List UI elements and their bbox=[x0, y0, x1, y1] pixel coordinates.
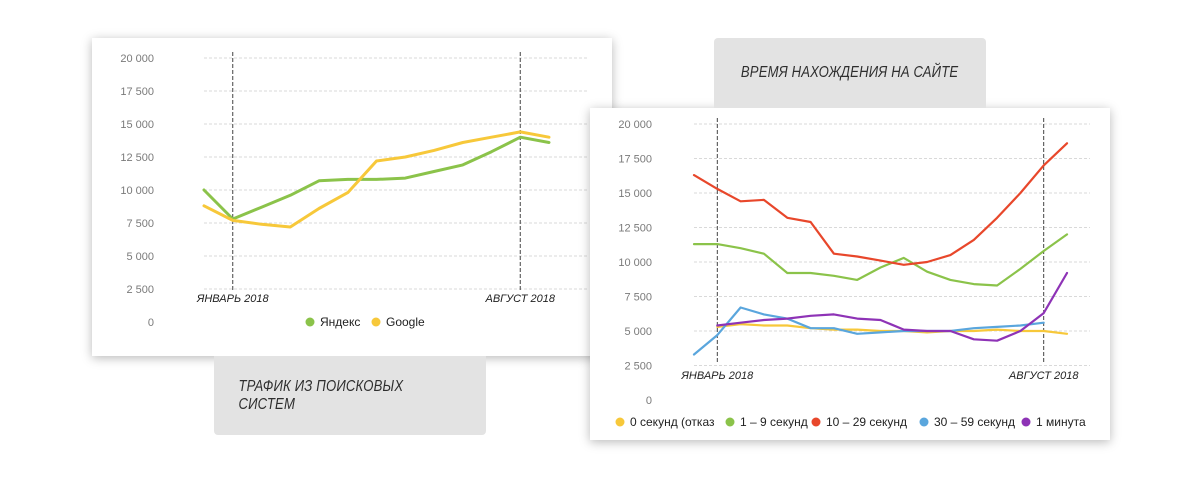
period-marker-label: АВГУСТ 2018 bbox=[1008, 370, 1079, 382]
legend-label: 1 минута bbox=[1036, 415, 1086, 429]
legend-label: Google bbox=[386, 315, 425, 329]
legend-label: 10 – 29 секунд bbox=[826, 415, 907, 429]
y-tick-label: 0 bbox=[148, 317, 154, 329]
legend-swatch bbox=[725, 417, 735, 427]
y-tick-label: 5 000 bbox=[126, 251, 154, 263]
period-marker-label: АВГУСТ 2018 bbox=[484, 293, 555, 305]
legend-label: 30 – 59 секунд bbox=[934, 415, 1015, 429]
y-tick-label: 2 500 bbox=[126, 284, 154, 296]
series-line-4 bbox=[716, 271, 1069, 342]
y-tick-label: 2 500 bbox=[624, 361, 652, 373]
y-tick-label: 7 500 bbox=[126, 218, 154, 230]
legend-swatch bbox=[305, 317, 315, 327]
time-on-site-label: ВРЕМЯ НАХОЖДЕНИЯ НА САЙТЕ bbox=[714, 38, 986, 108]
y-tick-label: 0 bbox=[646, 395, 652, 407]
series-line-0 bbox=[202, 135, 551, 221]
search-traffic-chart: 20 000 17 500 15 000 12 500 10 000 7 500 5 000… bbox=[120, 52, 589, 329]
period-marker-label: ЯНВАРЬ 2018 bbox=[196, 293, 270, 305]
y-tick-label: 15 000 bbox=[120, 119, 154, 131]
legend-swatch bbox=[615, 417, 625, 427]
search-traffic-label-text: ТРАФИК ИЗ ПОИСКОВЫХ СИСТЕМ bbox=[238, 377, 404, 413]
time-on-site-chart-card: 20 000 17 500 15 000 12 500 10 000 7 500 5 000… bbox=[590, 108, 1110, 440]
y-tick-label: 20 000 bbox=[120, 53, 154, 65]
search-traffic-label: ТРАФИК ИЗ ПОИСКОВЫХ СИСТЕМ bbox=[214, 356, 486, 435]
legend-label: 0 секунд (отказ bbox=[630, 415, 715, 429]
y-tick-label: 17 500 bbox=[618, 154, 652, 166]
legend-swatch bbox=[371, 317, 381, 327]
legend-swatch bbox=[811, 417, 821, 427]
search-traffic-chart-card: 20 000 17 500 15 000 12 500 10 000 7 500 5 000… bbox=[92, 38, 612, 356]
legend-label: Яндекс bbox=[320, 315, 360, 329]
y-tick-label: 12 500 bbox=[618, 223, 652, 235]
y-tick-label: 15 000 bbox=[618, 188, 652, 200]
y-tick-label: 10 000 bbox=[120, 185, 154, 197]
y-tick-label: 20 000 bbox=[618, 119, 652, 131]
series-line-1 bbox=[202, 130, 551, 229]
time-on-site-label-text: ВРЕМЯ НАХОЖДЕНИЯ НА САЙТЕ bbox=[741, 64, 959, 81]
period-marker-label: ЯНВАРЬ 2018 bbox=[680, 370, 754, 382]
y-tick-label: 12 500 bbox=[120, 152, 154, 164]
y-tick-label: 10 000 bbox=[618, 257, 652, 269]
time-on-site-chart: 20 000 17 500 15 000 12 500 10 000 7 500 5 000… bbox=[615, 118, 1090, 429]
legend-swatch bbox=[1021, 417, 1031, 427]
series-line-2 bbox=[692, 142, 1069, 266]
y-tick-label: 17 500 bbox=[120, 86, 154, 98]
y-tick-label: 5 000 bbox=[624, 326, 652, 338]
legend-swatch bbox=[919, 417, 929, 427]
y-tick-label: 7 500 bbox=[624, 292, 652, 304]
series-line-1 bbox=[692, 233, 1069, 287]
series-line-3 bbox=[692, 306, 1045, 356]
legend-label: 1 – 9 секунд bbox=[740, 415, 808, 429]
